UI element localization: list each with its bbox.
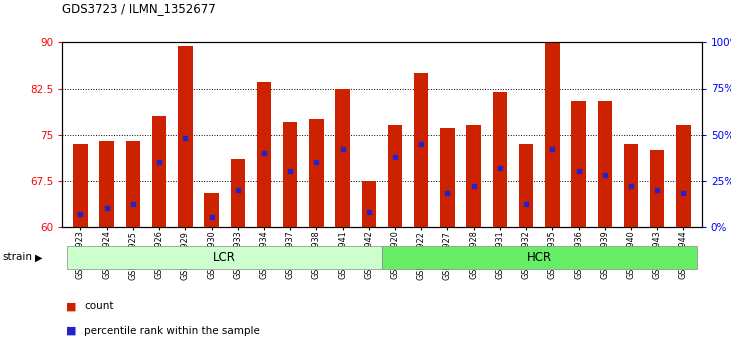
Text: LCR: LCR <box>213 251 236 263</box>
Text: count: count <box>84 301 113 311</box>
Text: ■: ■ <box>66 326 76 336</box>
Bar <box>67 246 382 269</box>
Bar <box>309 119 324 227</box>
Bar <box>205 193 219 227</box>
Bar <box>362 181 376 227</box>
Bar <box>336 88 350 227</box>
Text: ▶: ▶ <box>35 252 42 262</box>
Bar <box>257 82 271 227</box>
Bar <box>519 144 534 227</box>
Bar <box>493 92 507 227</box>
Text: GDS3723 / ILMN_1352677: GDS3723 / ILMN_1352677 <box>62 2 216 15</box>
Bar <box>440 129 455 227</box>
Bar <box>388 125 402 227</box>
Bar <box>676 125 691 227</box>
Bar <box>99 141 114 227</box>
Text: percentile rank within the sample: percentile rank within the sample <box>84 326 260 336</box>
Bar <box>126 141 140 227</box>
Bar <box>414 73 428 227</box>
Bar <box>624 144 638 227</box>
Bar <box>572 101 586 227</box>
Bar <box>178 46 192 227</box>
Text: ■: ■ <box>66 301 76 311</box>
Bar <box>152 116 167 227</box>
Text: HCR: HCR <box>526 251 552 263</box>
Bar <box>650 150 664 227</box>
Bar <box>597 101 612 227</box>
Bar <box>545 36 559 227</box>
Text: strain: strain <box>2 252 32 262</box>
Bar <box>230 159 245 227</box>
Bar <box>73 144 88 227</box>
Bar <box>466 125 481 227</box>
Bar <box>283 122 298 227</box>
Bar <box>382 246 697 269</box>
